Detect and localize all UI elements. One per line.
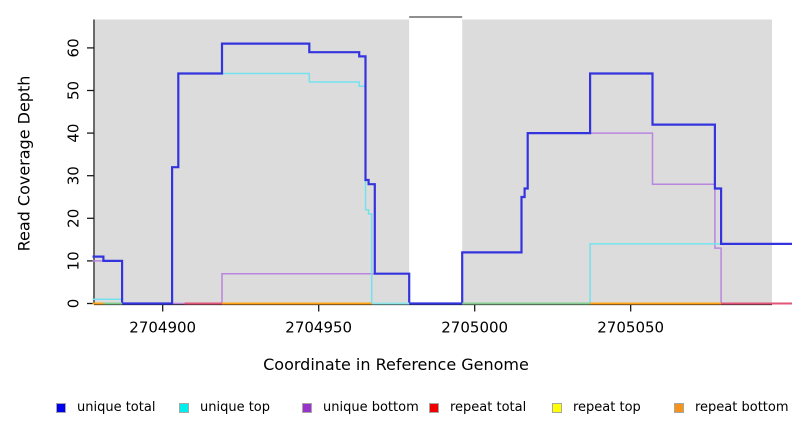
x-tick-label: 2704950 (285, 319, 352, 337)
x-tick-label: 2705050 (597, 319, 664, 337)
y-tick-label: 60 (65, 38, 83, 57)
x-tick-label: 2705000 (441, 319, 508, 337)
y-tick-label: 30 (65, 166, 83, 185)
y-tick-label: 10 (65, 251, 83, 270)
y-tick-label: 0 (65, 299, 83, 309)
repeat-region-mask-cap (409, 16, 463, 18)
y-tick-label: 20 (65, 209, 83, 228)
x-axis-title: Coordinate in Reference Genome (263, 355, 529, 374)
x-tick-label: 2704900 (129, 319, 196, 337)
y-tick-label: 50 (65, 81, 83, 100)
y-axis-title: Read Coverage Depth (14, 75, 34, 252)
repeat-region-mask (409, 16, 463, 305)
series-unique-total (92, 42, 792, 305)
y-tick-label: 40 (65, 124, 83, 143)
